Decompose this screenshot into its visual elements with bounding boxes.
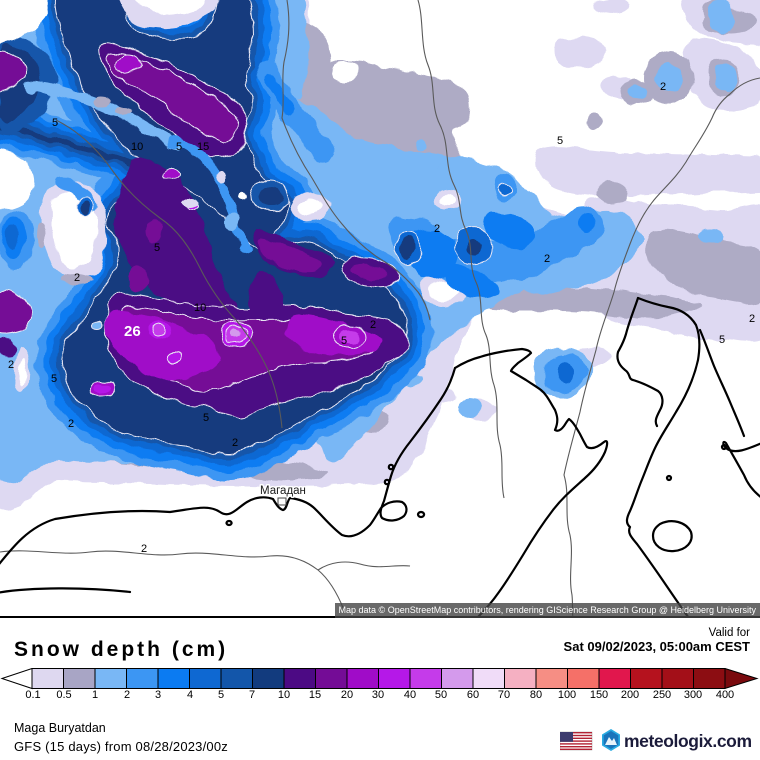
svg-text:5: 5 bbox=[176, 141, 182, 153]
svg-text:2: 2 bbox=[370, 319, 376, 331]
svg-text:10: 10 bbox=[131, 141, 143, 153]
svg-text:2: 2 bbox=[544, 253, 550, 265]
svg-text:2: 2 bbox=[8, 359, 14, 371]
svg-text:2: 2 bbox=[232, 437, 238, 449]
svg-text:5: 5 bbox=[154, 242, 160, 254]
svg-text:5: 5 bbox=[51, 373, 57, 385]
svg-text:10: 10 bbox=[194, 302, 206, 314]
svg-text:5: 5 bbox=[203, 412, 209, 424]
svg-text:26: 26 bbox=[124, 323, 141, 340]
svg-text:2: 2 bbox=[660, 81, 666, 93]
svg-text:5: 5 bbox=[52, 117, 58, 129]
svg-text:meteologix.com: meteologix.com bbox=[624, 731, 752, 751]
svg-text:2: 2 bbox=[434, 223, 440, 235]
svg-text:2: 2 bbox=[74, 272, 80, 284]
svg-text:2: 2 bbox=[749, 313, 755, 325]
svg-text:Магадан: Магадан bbox=[260, 485, 306, 497]
svg-text:2: 2 bbox=[141, 543, 147, 555]
svg-text:5: 5 bbox=[719, 334, 725, 346]
svg-text:2: 2 bbox=[68, 418, 74, 430]
svg-text:5: 5 bbox=[341, 335, 347, 347]
svg-text:5: 5 bbox=[557, 135, 563, 147]
svg-text:15: 15 bbox=[197, 141, 209, 153]
